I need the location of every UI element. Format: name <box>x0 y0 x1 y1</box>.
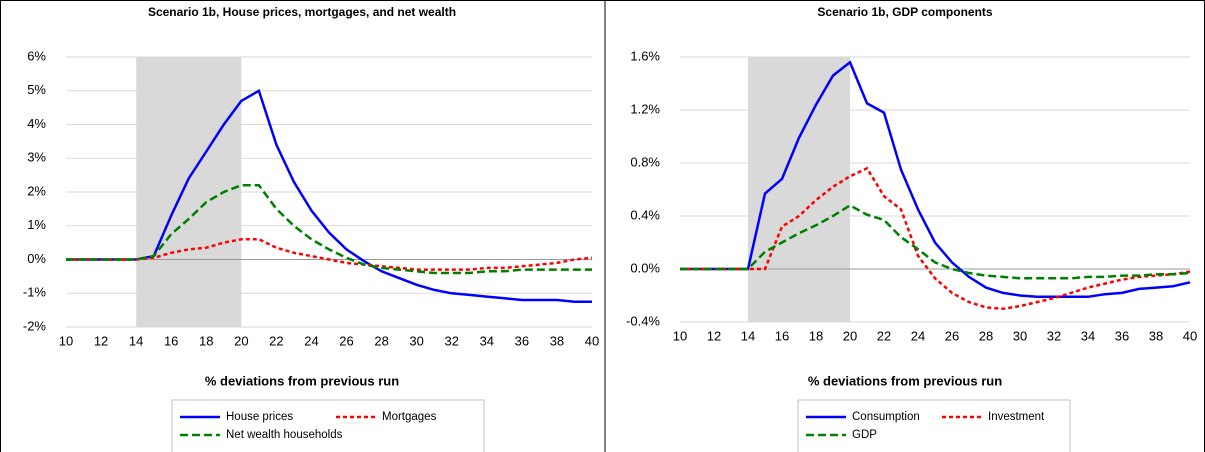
chart-title: Scenario 1b, GDP components <box>817 5 992 19</box>
x-tick-label: 28 <box>374 333 388 348</box>
series-line <box>66 184 592 275</box>
x-tick-label: 36 <box>1115 328 1129 343</box>
legend-label: Investment <box>988 411 1045 423</box>
y-tick-label: 2% <box>27 183 46 198</box>
x-tick-label: 16 <box>164 333 178 348</box>
y-tick-label: 6% <box>27 48 46 63</box>
y-tick-label: 0.4% <box>630 207 660 222</box>
y-tick-label: 0.8% <box>630 154 660 169</box>
shade-region <box>748 57 850 322</box>
x-tick-label: 24 <box>911 328 925 343</box>
x-tick-label: 28 <box>979 328 993 343</box>
series-line <box>680 166 1191 311</box>
y-tick-label: -1% <box>23 285 47 300</box>
x-tick-label: 12 <box>94 333 108 348</box>
x-tick-label: 32 <box>444 333 458 348</box>
x-tick-label: 10 <box>59 333 73 348</box>
legend-label: GDP <box>852 429 877 441</box>
x-tick-label: 20 <box>843 328 857 343</box>
y-tick-label: 0% <box>27 251 46 266</box>
x-tick-label: 16 <box>775 328 789 343</box>
x-tick-label: 38 <box>550 333 564 348</box>
x-tick-label: 22 <box>269 333 283 348</box>
x-tick-label: 24 <box>304 333 318 348</box>
x-tick-label: 30 <box>1013 328 1027 343</box>
chart-title: Scenario 1b, House prices, mortgages, an… <box>148 5 456 19</box>
y-tick-label: 5% <box>27 82 46 97</box>
series-line <box>66 238 593 271</box>
x-tick-label: 10 <box>673 328 687 343</box>
x-tick-label: 40 <box>1183 328 1197 343</box>
x-tick-label: 36 <box>515 333 529 348</box>
x-tick-label: 12 <box>707 328 721 343</box>
y-tick-label: 1% <box>27 217 46 232</box>
y-tick-label: -2% <box>23 318 47 333</box>
x-tick-label: 34 <box>480 333 494 348</box>
y-tick-label: 4% <box>27 116 46 131</box>
y-tick-label: 1.6% <box>630 48 660 63</box>
x-axis-label: % deviations from previous run <box>808 373 1002 388</box>
x-tick-label: 40 <box>585 333 599 348</box>
legend-label: Net wealth households <box>226 429 343 441</box>
x-axis-label: % deviations from previous run <box>205 373 399 388</box>
legend-label: Mortgages <box>382 411 437 423</box>
x-tick-label: 38 <box>1149 328 1163 343</box>
series-line <box>680 203 1191 280</box>
x-tick-label: 26 <box>945 328 959 343</box>
y-tick-label: 1.2% <box>630 101 660 116</box>
legend-label: House prices <box>226 411 293 423</box>
series-line <box>680 60 1191 299</box>
x-tick-label: 30 <box>409 333 423 348</box>
x-tick-label: 34 <box>1081 328 1095 343</box>
legend-box <box>797 399 1071 452</box>
y-tick-label: 3% <box>27 150 46 165</box>
x-tick-label: 32 <box>1047 328 1061 343</box>
x-tick-label: 18 <box>809 328 823 343</box>
legend-box <box>171 399 485 452</box>
x-tick-label: 18 <box>199 333 213 348</box>
y-tick-label: 0.0% <box>630 260 660 275</box>
x-tick-label: 14 <box>129 333 143 348</box>
legend-label: Consumption <box>852 411 920 423</box>
y-tick-label: -0.4% <box>626 313 660 328</box>
x-tick-label: 22 <box>877 328 891 343</box>
x-tick-label: 20 <box>234 333 248 348</box>
x-tick-label: 14 <box>741 328 755 343</box>
x-tick-label: 26 <box>339 333 353 348</box>
